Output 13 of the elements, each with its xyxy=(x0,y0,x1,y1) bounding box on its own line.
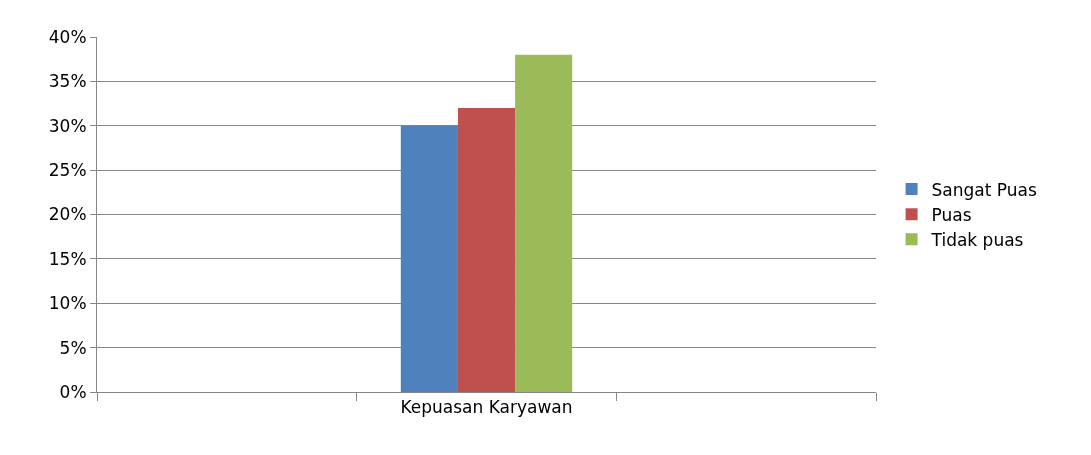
y-tick-label: 35% xyxy=(48,71,87,92)
y-tick-label: 30% xyxy=(48,115,87,136)
y-tick-label: 25% xyxy=(48,160,87,181)
y-tick-label: 40% xyxy=(48,26,87,47)
legend-label: Tidak puas xyxy=(930,229,1024,250)
y-tick-label: 10% xyxy=(48,293,87,314)
y-tick-label: 15% xyxy=(48,248,87,269)
y-tick-label: 5% xyxy=(59,337,87,358)
y-tick-label: 20% xyxy=(48,204,87,225)
x-tick-label: Kepuasan Karyawan xyxy=(400,397,573,418)
legend-label: Sangat Puas xyxy=(931,179,1037,200)
legend-label: Puas xyxy=(931,204,972,225)
y-tick-label: 0% xyxy=(59,381,87,402)
